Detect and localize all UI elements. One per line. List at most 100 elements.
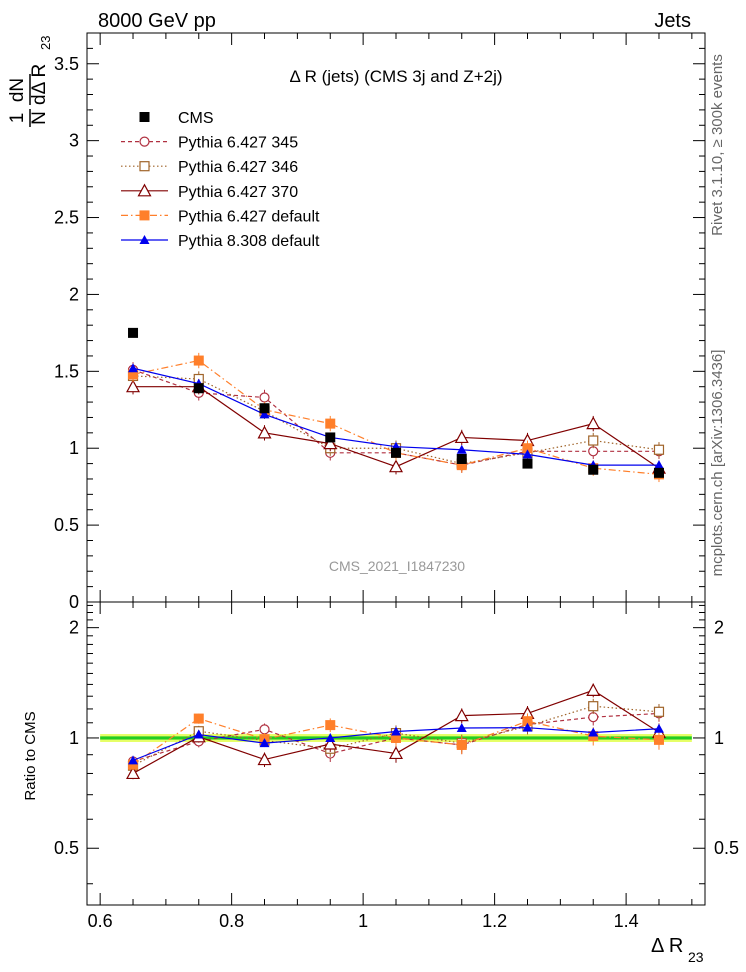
- x-axis-label-main: Δ R: [651, 935, 683, 957]
- x-tick-label: 1.2: [482, 911, 507, 931]
- legend-entry: Pythia 6.427 346: [121, 159, 298, 176]
- data-point: [522, 449, 533, 459]
- data-point: [388, 459, 404, 473]
- x-axis-label: Δ R 23: [651, 935, 704, 965]
- y-tick-label: 0.5: [54, 515, 79, 535]
- data-point: [323, 436, 338, 450]
- ratio-point: [391, 732, 401, 743]
- legend-label: Pythia 6.427 370: [178, 184, 298, 201]
- analysis-id-label: CMS_2021_I1847230: [329, 558, 465, 574]
- ratio-tick-label: 0.5: [54, 838, 79, 858]
- ratio-point: [588, 712, 599, 723]
- data-point: [522, 443, 533, 454]
- data-point: [456, 444, 467, 454]
- data-point: [522, 458, 533, 469]
- data-point: [456, 453, 467, 464]
- ratio-point: [522, 716, 533, 727]
- ratio-point: [588, 701, 599, 712]
- ratio-tick-label-right: 0.5: [714, 838, 739, 858]
- data-point: [126, 379, 141, 393]
- ratio-line: [132, 705, 660, 767]
- y-axis-label-dn: dN: [7, 78, 28, 102]
- chart-title: Δ R (jets) (CMS 3j and Z+2j): [289, 67, 502, 86]
- y-tick-label: 0: [69, 592, 79, 612]
- header-energy-label: 8000 GeV pp: [98, 10, 216, 32]
- ratio-point: [325, 732, 336, 742]
- ratio-point: [126, 766, 141, 780]
- ratio-point: [653, 723, 664, 733]
- x-tick-label: 0.8: [219, 911, 244, 931]
- ratio-point: [193, 729, 204, 739]
- ratio-tick-label: 2: [69, 618, 79, 638]
- ratio-point: [257, 752, 272, 766]
- rivet-version-label: Rivet 3.1.10, ≥ 300k events: [709, 54, 726, 236]
- data-point: [454, 430, 469, 444]
- data-point: [325, 432, 336, 443]
- data-point: [259, 409, 270, 419]
- legend-entry: Pythia 8.308 default: [121, 233, 320, 250]
- ratio-point: [323, 736, 338, 750]
- data-point: [128, 327, 139, 338]
- ratio-point: [391, 726, 401, 736]
- y-axis-label: 1 N dN dΔ R 23: [7, 36, 53, 127]
- ratio-tick-label: 1: [69, 728, 79, 748]
- mcplots-label: mcplots.cern.ch [arXiv:1306.3436]: [709, 350, 726, 577]
- data-point: [653, 444, 665, 455]
- series-cms: [128, 327, 664, 478]
- ratio-tick-label-right: 1: [714, 728, 724, 748]
- ratio-point: [586, 683, 601, 696]
- legend-marker: [137, 183, 152, 197]
- x-tick-label: 1.4: [614, 911, 639, 931]
- y-tick-label: 3: [69, 131, 79, 151]
- ratio-point: [454, 708, 469, 722]
- legend-entry: Pythia 6.427 370: [121, 183, 298, 201]
- ratio-point: [653, 706, 665, 717]
- legend-marker: [139, 112, 150, 122]
- data-point: [325, 418, 336, 429]
- data-point: [193, 355, 204, 366]
- ratio-point: [456, 723, 467, 733]
- series-pythia-6-427-370: [126, 379, 666, 780]
- x-tick-label: 1: [358, 911, 368, 931]
- data-point: [653, 467, 664, 478]
- data-point: [128, 363, 139, 373]
- data-point: [588, 435, 599, 446]
- legend-marker: [139, 210, 150, 221]
- y-axis-label-n: N: [29, 111, 50, 125]
- legend-marker: [139, 235, 150, 244]
- data-point: [653, 460, 664, 470]
- legend-marker: [139, 136, 150, 147]
- legend-label: CMS: [178, 110, 214, 127]
- legend-entry: Pythia 6.427 default: [121, 208, 320, 225]
- y-tick-label: 1: [69, 438, 79, 458]
- data-point: [259, 392, 270, 403]
- ratio-point: [653, 734, 664, 745]
- ratio-point: [193, 713, 204, 724]
- y-tick-label: 3.5: [54, 54, 79, 74]
- ratio-tick-label-right: 2: [714, 618, 724, 638]
- y-axis-label-one: 1: [7, 113, 28, 124]
- x-tick-label: 0.6: [88, 911, 113, 931]
- data-point: [259, 403, 270, 414]
- legend-label: Pythia 6.427 346: [178, 159, 298, 176]
- data-point: [391, 447, 401, 458]
- data-point: [257, 425, 272, 439]
- header-category-label: Jets: [654, 10, 691, 32]
- ratio-point: [456, 739, 467, 750]
- x-axis-label-sub: 23: [688, 949, 704, 965]
- ratio-point: [259, 724, 270, 735]
- y-tick-label: 2.5: [54, 208, 79, 228]
- ratio-axis-label: Ratio to CMS: [22, 711, 39, 800]
- data-point: [586, 416, 601, 430]
- legend-entry: Pythia 6.427 345: [121, 135, 298, 152]
- ratio-point: [128, 755, 139, 765]
- legend-marker: [139, 161, 150, 172]
- legend-label: Pythia 6.427 345: [178, 135, 298, 152]
- legend-label: Pythia 8.308 default: [178, 233, 320, 250]
- ratio-point: [588, 727, 599, 737]
- data-point: [193, 383, 204, 394]
- ratio-point: [128, 759, 139, 770]
- ratio-point: [388, 746, 404, 760]
- data-point: [128, 369, 139, 380]
- ratio-point: [325, 720, 336, 731]
